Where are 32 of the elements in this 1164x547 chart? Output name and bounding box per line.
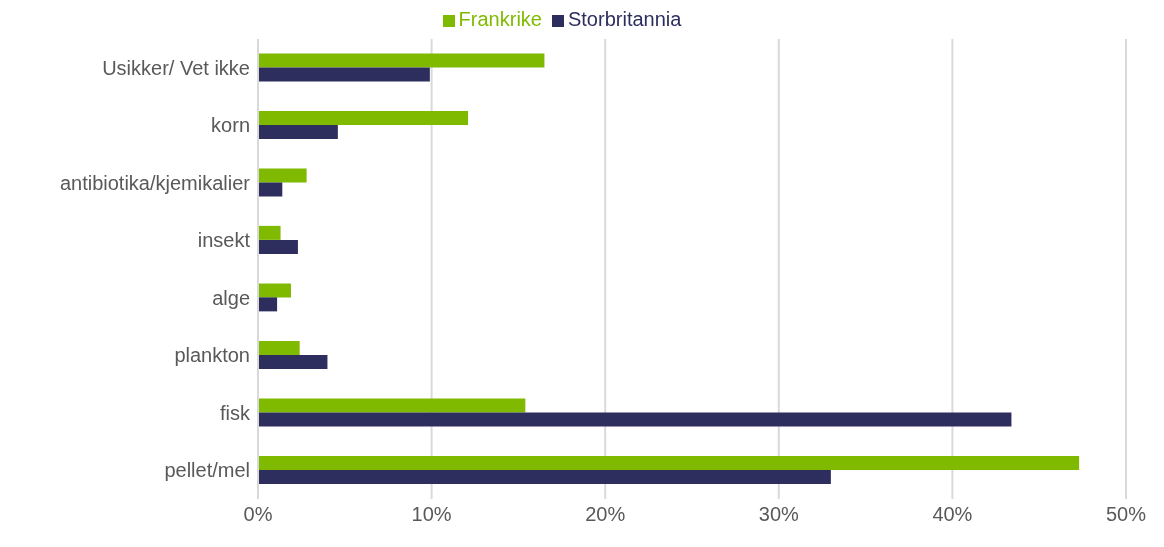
y-tick-label: plankton [174,344,250,367]
bar [258,168,307,183]
x-tick-label: 50% [1105,503,1147,526]
y-tick-label: fisk [220,401,251,424]
bar [258,110,469,125]
x-tick-label: 10% [411,503,452,526]
y-tick-label: insekt [197,229,251,252]
y-tick-label: Usikker/ Vet ikke [102,56,250,79]
y-tick-label: korn [211,114,250,137]
bar [258,283,291,298]
x-tick-label: 0% [243,503,273,526]
bar [258,124,338,139]
bar [258,67,430,82]
x-tick-label: 20% [585,503,626,526]
bar [258,53,545,68]
y-tick-label: alge [212,286,250,309]
bar [258,340,300,355]
bar [258,182,283,197]
bar [258,297,278,312]
bar [258,469,831,484]
legend-label: Storbritannia [567,8,682,30]
x-tick-label: 40% [932,503,973,526]
x-tick-label: 30% [758,503,800,526]
legend-label: Frankrike [458,8,542,30]
y-tick-label: pellet/mel [164,459,250,482]
bar [258,354,328,369]
bar [258,455,1080,470]
bar [258,398,526,413]
bar [258,412,1012,427]
bar [258,239,298,254]
y-tick-label: antibiotika/kjemikalier [59,171,251,194]
bar [258,225,281,240]
